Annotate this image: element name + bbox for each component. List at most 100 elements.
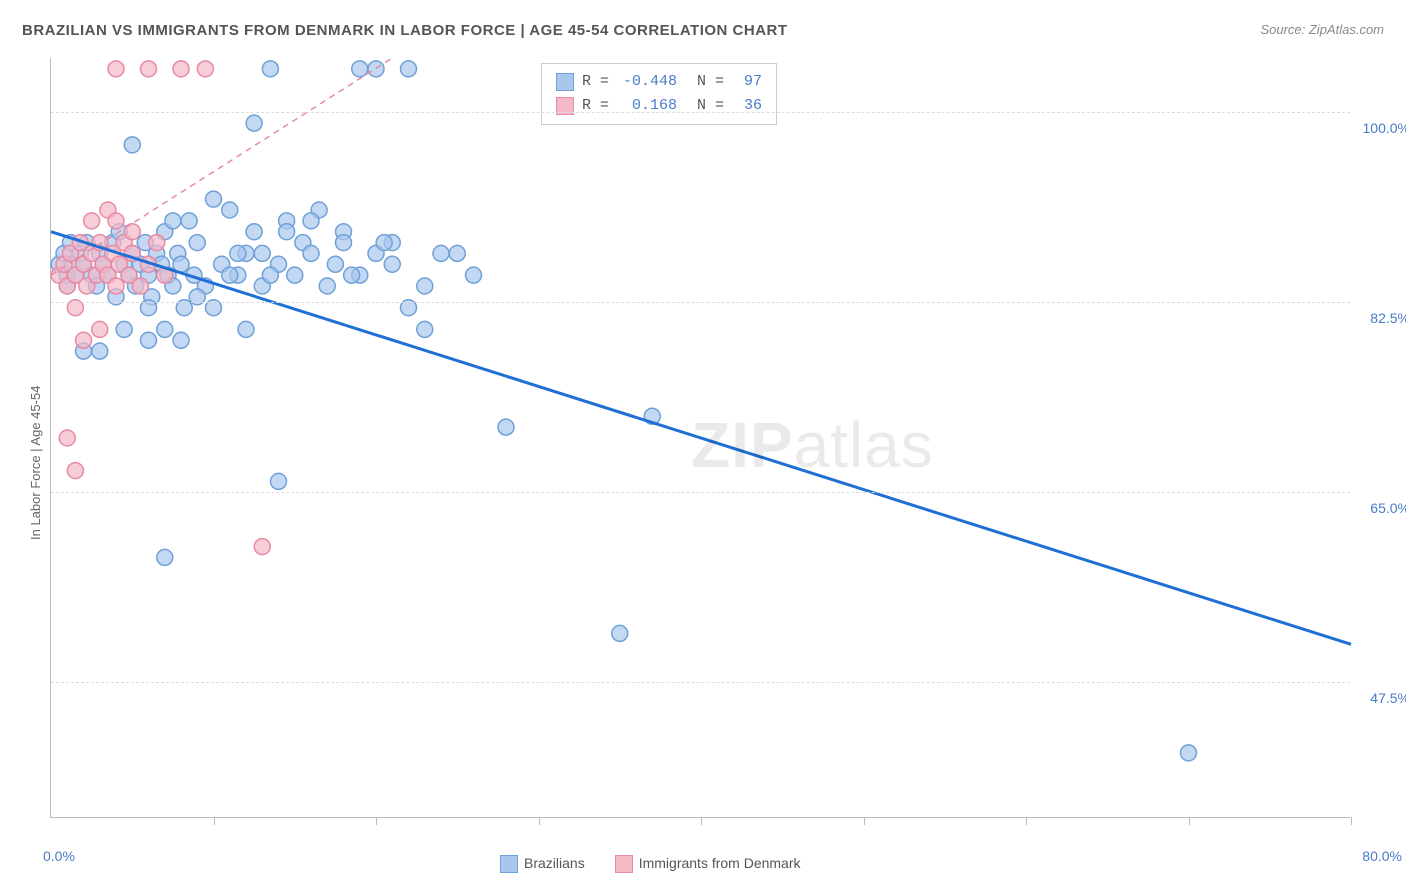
x-tick — [1026, 817, 1027, 825]
legend-row: R = -0.448 N = 97 — [556, 70, 762, 94]
legend-n-value: 36 — [732, 94, 762, 118]
trend-line — [51, 232, 1351, 645]
scatter-point — [222, 267, 238, 283]
y-axis-label: In Labor Force | Age 45-54 — [28, 386, 43, 540]
scatter-point — [1181, 745, 1197, 761]
series-legend-item: Immigrants from Denmark — [615, 855, 801, 873]
legend-swatch — [556, 73, 574, 91]
scatter-point — [336, 235, 352, 251]
x-tick — [539, 817, 540, 825]
scatter-point — [149, 235, 165, 251]
y-tick-label: 47.5% — [1370, 690, 1406, 706]
scatter-point — [466, 267, 482, 283]
scatter-point — [368, 61, 384, 77]
scatter-point — [124, 224, 140, 240]
scatter-point — [352, 61, 368, 77]
legend-row: R = 0.168 N = 36 — [556, 94, 762, 118]
scatter-point — [108, 61, 124, 77]
chart-container: BRAZILIAN VS IMMIGRANTS FROM DENMARK IN … — [0, 0, 1406, 892]
scatter-point — [344, 267, 360, 283]
x-tick — [701, 817, 702, 825]
scatter-point — [124, 137, 140, 153]
chart-title: BRAZILIAN VS IMMIGRANTS FROM DENMARK IN … — [22, 22, 788, 39]
gridline-horizontal — [51, 682, 1350, 683]
scatter-point — [84, 213, 100, 229]
chart-source: Source: ZipAtlas.com — [1260, 22, 1384, 37]
scatter-point — [384, 256, 400, 272]
scatter-point — [92, 321, 108, 337]
scatter-point — [417, 278, 433, 294]
scatter-point — [132, 278, 148, 294]
y-tick-label: 82.5% — [1370, 310, 1406, 326]
scatter-point — [165, 213, 181, 229]
scatter-point — [498, 419, 514, 435]
legend-r-label: R = — [582, 94, 609, 118]
scatter-point — [157, 549, 173, 565]
scatter-point — [173, 332, 189, 348]
series-name: Brazilians — [524, 855, 585, 871]
y-tick-label: 65.0% — [1370, 500, 1406, 516]
plot-svg — [51, 58, 1350, 817]
scatter-point — [206, 191, 222, 207]
scatter-point — [157, 321, 173, 337]
scatter-point — [254, 539, 270, 555]
legend-r-value: 0.168 — [617, 94, 677, 118]
scatter-point — [417, 321, 433, 337]
x-tick — [376, 817, 377, 825]
scatter-point — [197, 61, 213, 77]
plot-area: ZIPatlas R =-0.448N =97R =0.168N =36 47.… — [50, 58, 1350, 818]
scatter-point — [303, 245, 319, 261]
gridline-horizontal — [51, 492, 1350, 493]
scatter-point — [189, 235, 205, 251]
scatter-point — [303, 213, 319, 229]
scatter-point — [238, 321, 254, 337]
scatter-point — [141, 332, 157, 348]
y-tick-label: 100.0% — [1363, 120, 1406, 136]
scatter-point — [262, 267, 278, 283]
legend-swatch — [615, 855, 633, 873]
scatter-point — [449, 245, 465, 261]
x-max-label: 80.0% — [1362, 848, 1402, 864]
legend-r-label: R = — [582, 70, 609, 94]
scatter-point — [287, 267, 303, 283]
x-tick — [1351, 817, 1352, 825]
scatter-point — [254, 245, 270, 261]
scatter-point — [59, 430, 75, 446]
scatter-point — [141, 61, 157, 77]
x-min-label: 0.0% — [43, 848, 75, 864]
legend-r-value: -0.448 — [617, 70, 677, 94]
x-tick — [1189, 817, 1190, 825]
scatter-point — [376, 235, 392, 251]
scatter-point — [76, 332, 92, 348]
scatter-point — [181, 213, 197, 229]
scatter-point — [401, 61, 417, 77]
correlation-legend: R = -0.448 N = 97 R = 0.168 N = 36 — [541, 63, 777, 125]
scatter-point — [271, 473, 287, 489]
scatter-point — [67, 463, 83, 479]
legend-n-label: N = — [697, 94, 724, 118]
scatter-point — [279, 224, 295, 240]
scatter-point — [116, 321, 132, 337]
series-legend-item: Brazilians — [500, 855, 585, 873]
scatter-point — [262, 61, 278, 77]
scatter-point — [108, 278, 124, 294]
x-tick — [864, 817, 865, 825]
legend-swatch — [500, 855, 518, 873]
scatter-point — [433, 245, 449, 261]
gridline-horizontal — [51, 302, 1350, 303]
scatter-point — [222, 202, 238, 218]
legend-n-value: 97 — [732, 70, 762, 94]
series-name: Immigrants from Denmark — [639, 855, 801, 871]
scatter-point — [246, 115, 262, 131]
scatter-point — [92, 343, 108, 359]
scatter-point — [108, 213, 124, 229]
scatter-point — [246, 224, 262, 240]
scatter-point — [612, 625, 628, 641]
scatter-point — [327, 256, 343, 272]
x-tick — [214, 817, 215, 825]
scatter-point — [173, 61, 189, 77]
legend-n-label: N = — [697, 70, 724, 94]
gridline-horizontal — [51, 112, 1350, 113]
scatter-point — [319, 278, 335, 294]
series-legend: Brazilians Immigrants from Denmark — [500, 855, 801, 873]
